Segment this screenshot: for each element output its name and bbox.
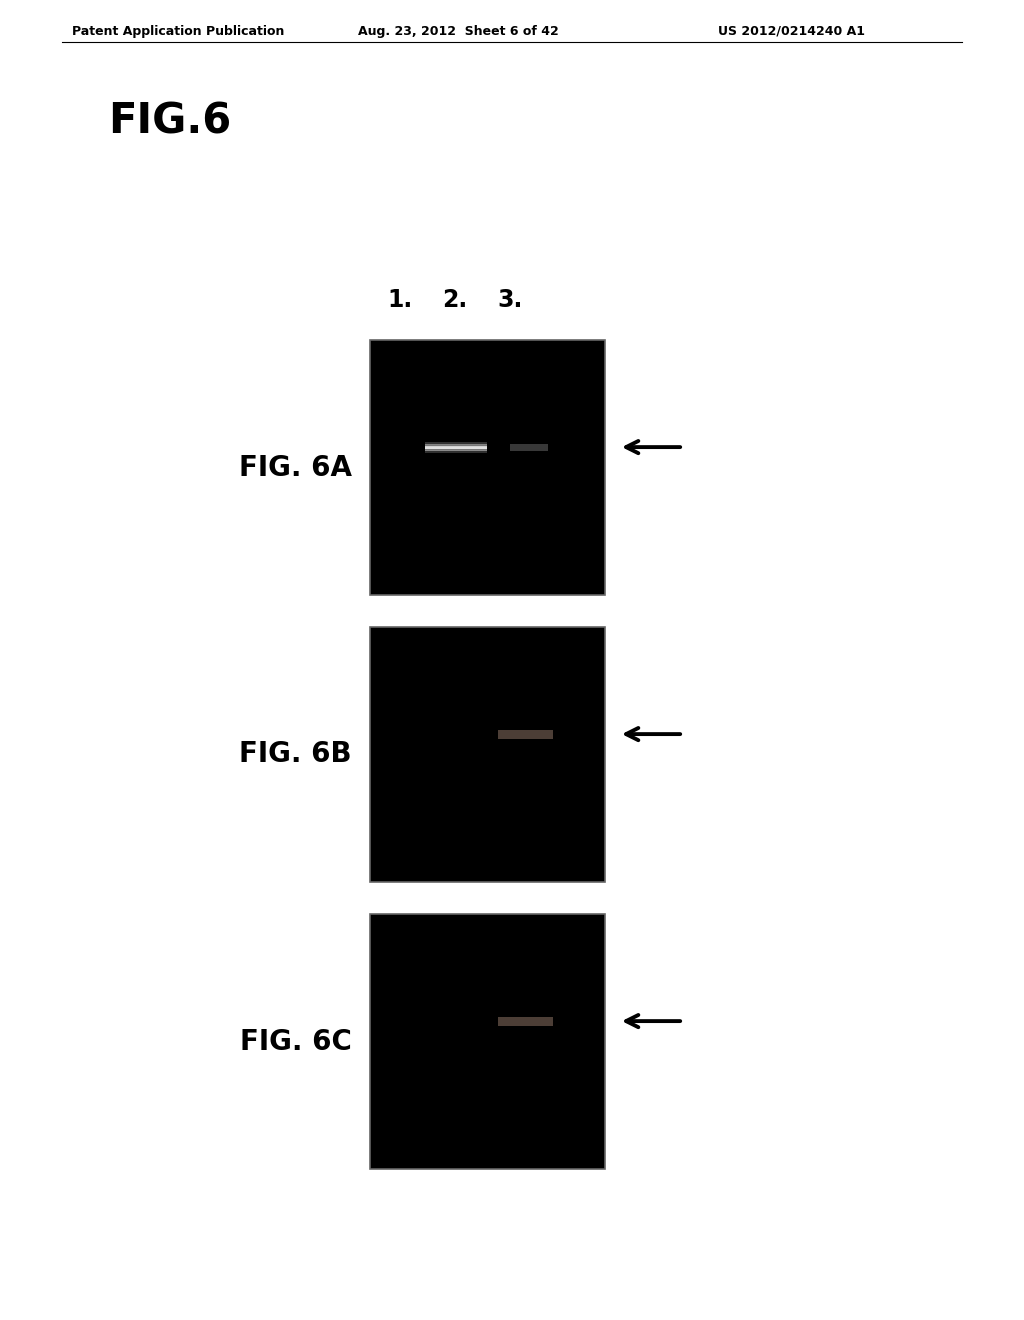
Bar [425,447,487,450]
Text: Aug. 23, 2012  Sheet 6 of 42: Aug. 23, 2012 Sheet 6 of 42 [358,25,559,38]
Bar [370,341,605,595]
Bar [510,444,548,450]
Bar [425,446,487,449]
Bar [370,627,605,882]
Text: 1.: 1. [387,288,413,312]
Bar [425,444,487,446]
Text: FIG. 6C: FIG. 6C [240,1027,352,1056]
Bar [425,442,487,445]
Bar [370,913,605,1170]
Text: FIG. 6A: FIG. 6A [239,454,352,482]
Bar [425,450,487,453]
Text: 2.: 2. [442,288,468,312]
Bar [498,730,553,739]
Text: 3.: 3. [498,288,522,312]
Text: US 2012/0214240 A1: US 2012/0214240 A1 [718,25,865,38]
Text: FIG. 6B: FIG. 6B [240,741,352,768]
Bar [498,1016,553,1026]
Text: FIG.6: FIG.6 [108,100,231,143]
Text: Patent Application Publication: Patent Application Publication [72,25,285,38]
